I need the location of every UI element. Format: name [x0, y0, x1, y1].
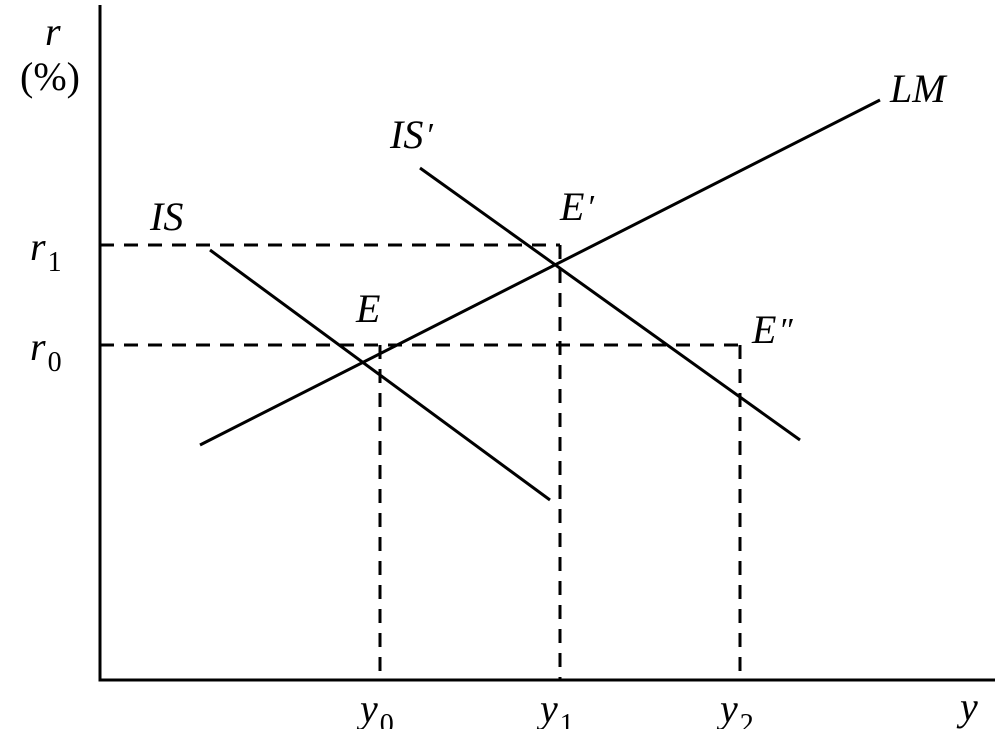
point-e-double-prime-label: E″	[751, 307, 793, 352]
tick-r0-label: r0	[30, 324, 62, 378]
x-axis-label: y	[956, 684, 978, 729]
tick-y0-label: y0	[356, 686, 394, 729]
point-e-prime-label: E′	[559, 184, 594, 229]
is-label: IS	[149, 194, 183, 239]
tick-r1-label: r1	[30, 224, 62, 278]
y-axis-label-r: r	[45, 9, 61, 54]
point-e-label: E	[355, 286, 380, 331]
tick-y1-label: y1	[536, 686, 574, 729]
is-prime-label: IS′	[389, 112, 433, 157]
y-axis-label-unit: (%)	[20, 54, 80, 99]
lm-curve	[200, 100, 880, 445]
tick-y2-label: y2	[716, 686, 754, 729]
lm-label: LM	[889, 66, 948, 111]
axes	[100, 5, 995, 680]
